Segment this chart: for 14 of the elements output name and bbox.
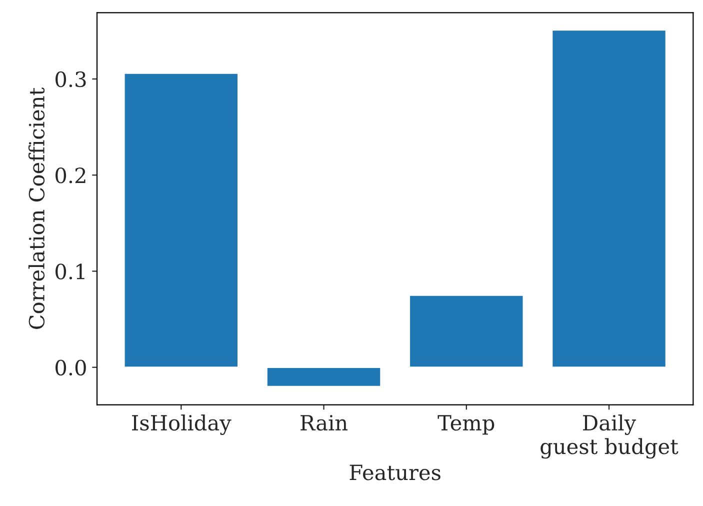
bar	[408, 294, 524, 368]
x-tick-label: Rain	[300, 415, 348, 431]
y-axis-title: Correlation Coefficient	[28, 88, 45, 329]
x-tick-label: Daily guest budget	[540, 414, 678, 459]
x-tick-label: IsHoliday	[132, 414, 232, 435]
bar	[266, 366, 382, 388]
x-tick-label: Temp	[438, 415, 494, 435]
bar	[551, 29, 667, 368]
y-tick-label: 0.0	[56, 360, 86, 376]
y-tick-label: 0.2	[56, 168, 86, 184]
y-tick-label: 0.1	[56, 264, 84, 280]
y-tick-label: 0.3	[56, 71, 86, 88]
x-axis-title: Features	[350, 464, 440, 480]
bar	[123, 72, 239, 368]
